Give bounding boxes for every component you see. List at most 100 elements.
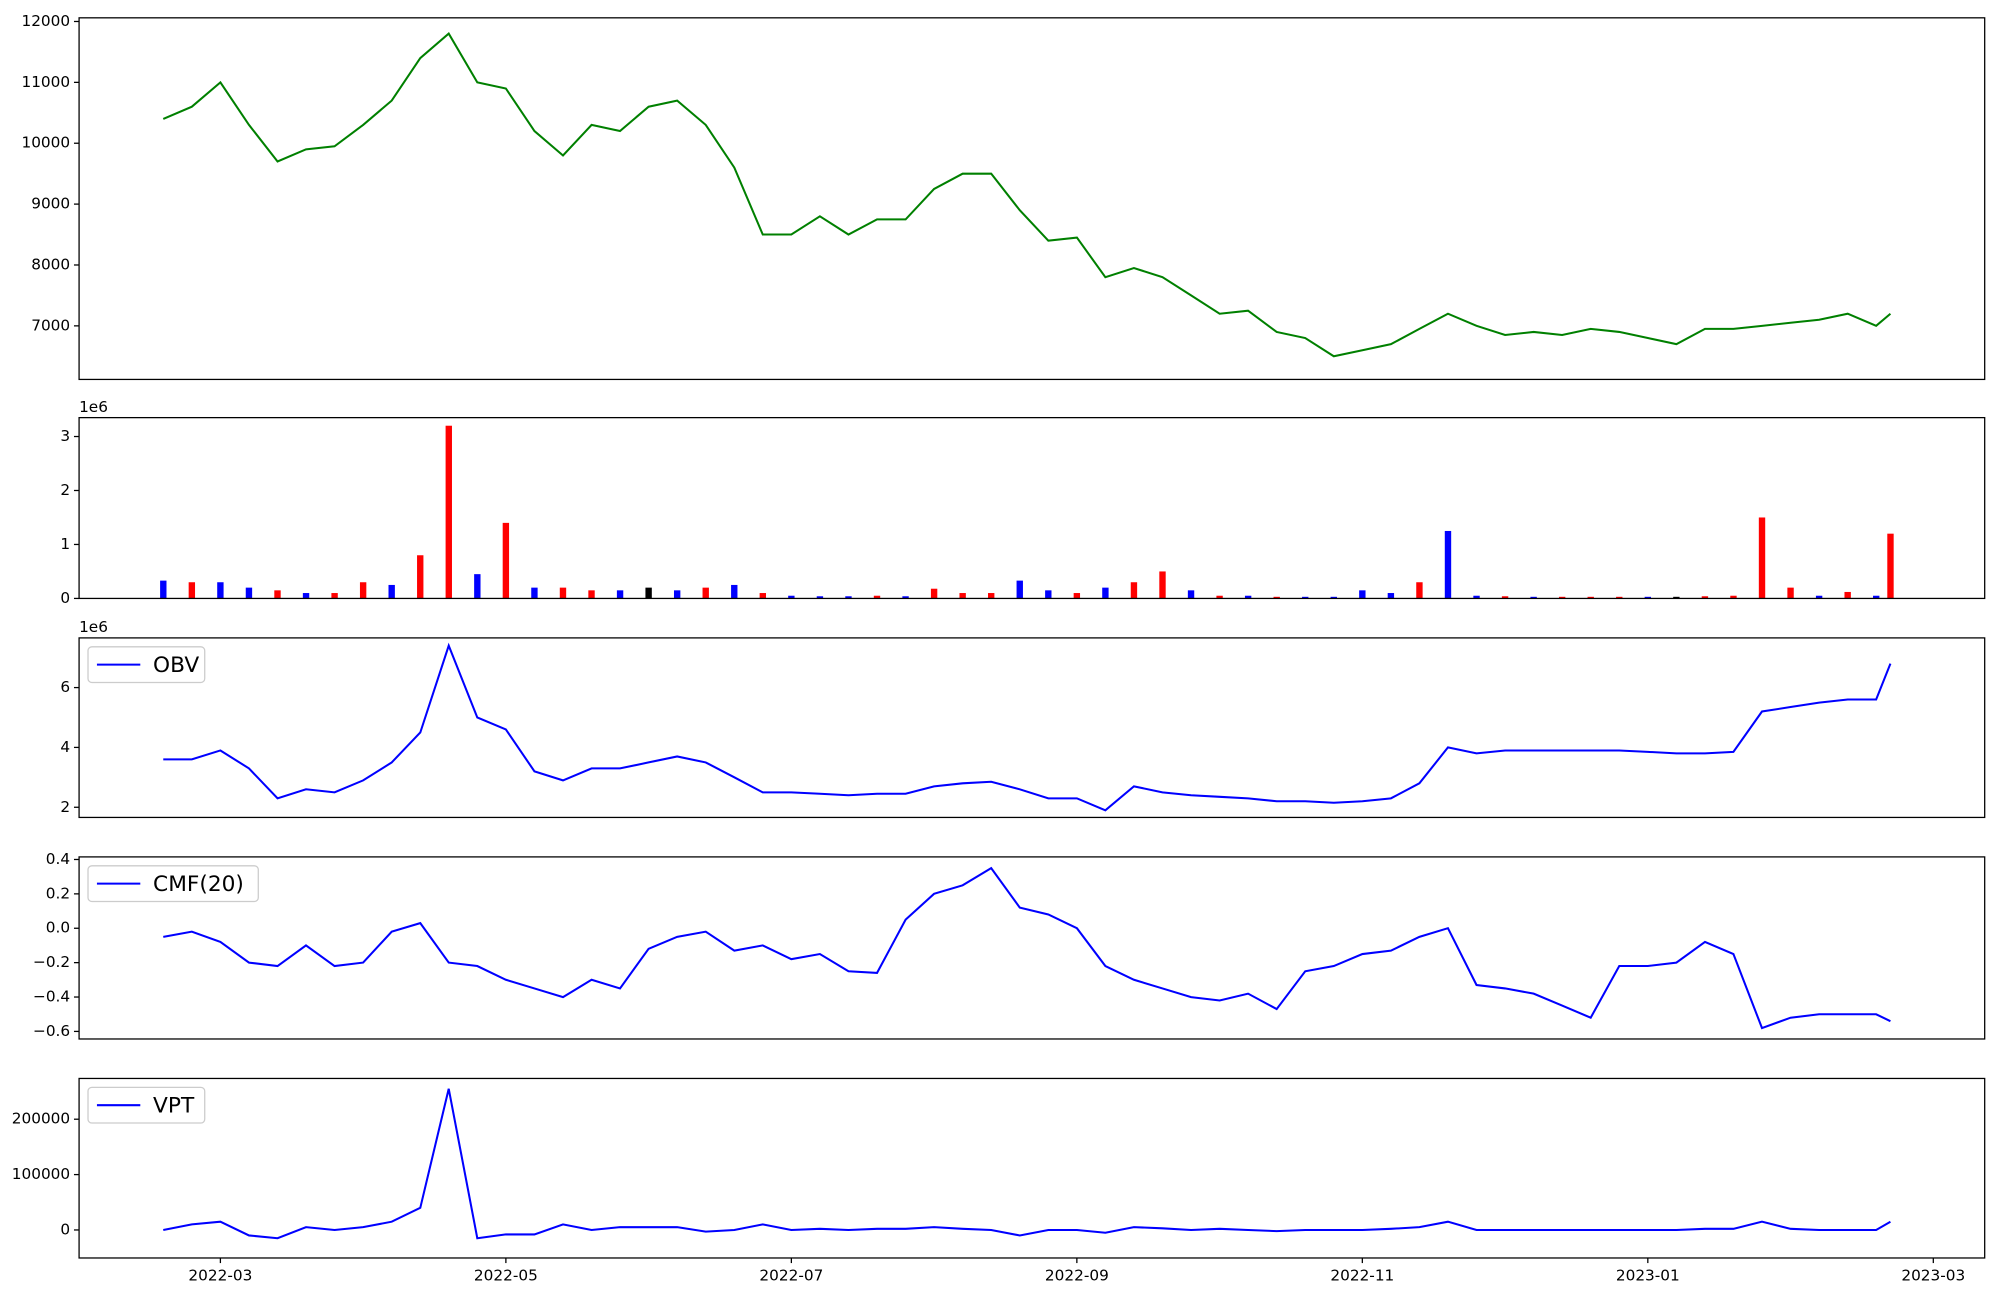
volume-bar [1730,595,1737,599]
legend: VPT [87,1086,206,1124]
volume-bar [930,588,938,599]
volume-bar [1387,593,1395,599]
volume-bar [1045,590,1052,599]
legend-label: OBV [153,653,199,678]
volume-bar [1873,595,1880,599]
axis-offset-label: 1e6 [79,618,108,636]
x-tick-label: 2023-01 [1616,1266,1680,1284]
volume-bar [1016,580,1023,599]
volume-bar [188,582,196,599]
x-tick-label: 2022-03 [188,1266,252,1284]
volume-bar [645,587,652,599]
axis-offset-label: 1e6 [79,398,108,416]
volume-bar [1758,517,1766,599]
legend-box [87,646,206,684]
volume-bar [359,582,367,599]
y-tick-label: 3 [60,427,70,445]
volume-bar [1359,590,1366,599]
volume-bar [902,596,909,599]
x-tick-label: 2022-05 [474,1266,538,1284]
x-tick-label: 2022-09 [1045,1266,1109,1284]
legend-label: CMF(20) [153,872,244,897]
volume-bar [245,587,253,599]
volume-bar [217,582,224,599]
y-tick-label: 2 [60,481,70,499]
volume-bar [702,587,709,599]
volume-bar [388,584,395,599]
volume-bar [1273,596,1280,599]
volume-bar [445,425,452,599]
volume-bar [673,590,681,599]
legend: OBV [87,646,206,684]
x-tick-label: 2022-11 [1330,1266,1394,1284]
series-line [162,32,1892,358]
volume-bar [588,590,595,599]
volume-bar [788,595,795,599]
volume-bar [1530,596,1537,599]
y-tick-label: −0.4 [33,988,70,1006]
axes-frame [78,1077,1986,1259]
y-tick-label: 8000 [31,255,70,273]
volume-bar [873,595,881,599]
volume-bar [1701,596,1709,599]
y-tick-label: 0 [60,589,70,607]
x-tick-label: 2022-07 [759,1266,823,1284]
y-tick-label: 200000 [12,1110,70,1128]
y-tick-label: 0 [60,1220,70,1238]
y-tick-label: 6 [60,678,70,696]
volume-bar [1787,587,1794,599]
x-tick-label: 2023-03 [1901,1266,1965,1284]
volume-bar [1244,595,1252,599]
y-tick-label: −0.2 [33,953,70,971]
y-tick-label: 0.0 [46,919,70,937]
volume-bar [1102,587,1109,599]
volume-bar [1444,530,1452,599]
volume-bar [502,522,510,599]
volume-bar [1187,590,1195,599]
axes-frame [78,856,1986,1040]
volume-bar [302,593,310,599]
volume-bar [1673,596,1680,599]
volume-bar [1416,582,1423,599]
legend: CMF(20) [87,865,259,903]
y-tick-label: 100000 [12,1165,70,1183]
volume-bar [845,596,852,599]
volume-bar [1216,595,1223,599]
volume-bar [1159,571,1166,599]
legend-box [87,865,259,903]
volume-bar [988,593,995,599]
volume-bar [816,596,824,599]
series-line [163,866,1891,1030]
y-tick-label: 0.2 [46,884,70,902]
volume-bar [1844,591,1851,599]
volume-bar [531,587,538,599]
volume-bar [1473,595,1480,599]
axes-frame [78,17,1986,381]
y-tick-label: 11000 [21,73,70,91]
y-tick-label: 7000 [31,316,70,334]
volume-bar [160,580,167,599]
volume-bar [1644,596,1652,599]
series-line [163,642,1892,812]
legend-box [87,1086,206,1124]
volume-bar [1887,533,1894,599]
volume-bar [1616,596,1623,599]
y-tick-label: −0.6 [33,1022,70,1040]
volume-bar [1073,593,1081,599]
volume-bar [1302,596,1309,599]
y-tick-label: 4 [60,738,70,756]
volume-bar [559,587,567,599]
volume-bar [1558,596,1566,599]
volume-bar [331,593,338,599]
legend-label: VPT [153,1093,195,1118]
volume-bar [1330,596,1337,599]
y-tick-label: 10000 [21,134,70,152]
volume-bar [1130,582,1138,599]
volume-bar [417,555,424,599]
axes-frame [78,637,1986,819]
axes-frame [78,416,1986,600]
volume-bar [759,593,767,599]
volume-bar [474,574,481,599]
volume-bar [1815,595,1823,599]
